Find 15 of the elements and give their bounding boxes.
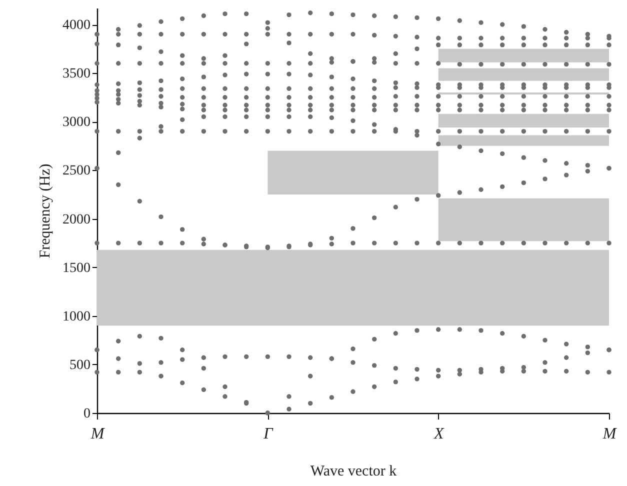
- y-tick-label: 4000: [62, 18, 90, 34]
- x-axis-title: Wave vector k: [310, 464, 398, 480]
- x-tick-label: Γ: [262, 426, 274, 442]
- y-tick-label: 0: [84, 406, 90, 422]
- y-tick-label: 3000: [62, 115, 90, 130]
- y-tick-label: 2000: [62, 212, 90, 228]
- y-tick-label: 2500: [62, 164, 90, 179]
- y-tick-label: 1500: [62, 260, 90, 276]
- x-tick-label: X: [432, 426, 445, 442]
- x-tick-label: M: [90, 426, 106, 442]
- y-tick-label: 500: [70, 358, 90, 373]
- x-tick-label: M: [602, 426, 618, 442]
- y-tick-label: 3500: [62, 66, 90, 82]
- y-axis-title: Frequency (Hz): [38, 164, 54, 258]
- y-tick-label: 1000: [62, 309, 90, 324]
